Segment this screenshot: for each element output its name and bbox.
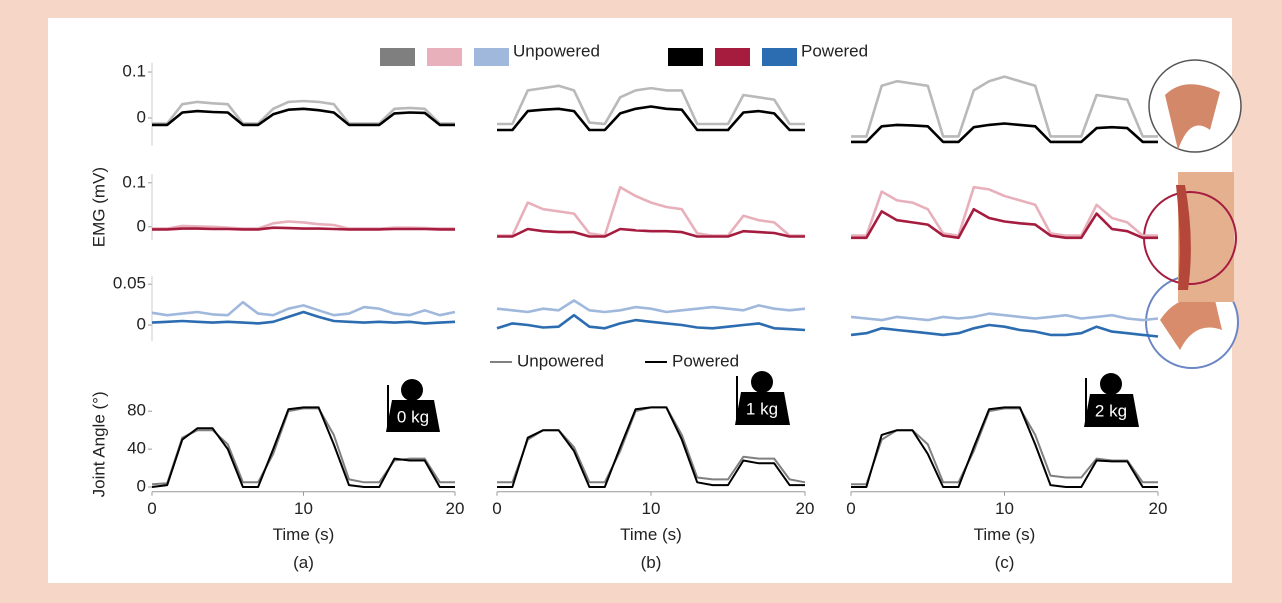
data-line <box>496 299 806 314</box>
panel-caption: (c) <box>995 553 1015 572</box>
data-line <box>851 207 1158 240</box>
anatomy-icons <box>1143 59 1242 369</box>
y-tick-label: 0.1 <box>122 61 146 80</box>
data-line <box>850 312 1159 322</box>
legend-label: Powered <box>801 41 868 60</box>
y-tick-label: 0 <box>137 216 146 235</box>
x-axis-title: Time (s) <box>620 525 682 544</box>
legend-swatch <box>427 48 462 66</box>
data-line <box>152 107 455 127</box>
weight-label: 2 kg <box>1095 401 1127 420</box>
x-tick-label: 20 <box>796 499 815 518</box>
y-axis-title: Joint Angle (°) <box>89 391 108 497</box>
y-tick-label: 0 <box>137 476 146 495</box>
y-tick-label: 40 <box>127 439 146 458</box>
data-line <box>851 406 1158 488</box>
legend-label: Unpowered <box>513 41 600 60</box>
weight-label: 1 kg <box>746 399 778 418</box>
x-axis-title: Time (s) <box>974 525 1036 544</box>
data-line <box>497 185 805 237</box>
panel-caption: (a) <box>293 553 314 572</box>
data-line <box>151 310 456 325</box>
data-line <box>851 185 1158 237</box>
x-tick-label: 0 <box>846 499 855 518</box>
data-line <box>151 300 456 317</box>
weight-icon <box>386 379 440 432</box>
data-line <box>497 227 805 238</box>
legend-swatch <box>474 48 509 66</box>
weights <box>386 371 1139 432</box>
figure-panel <box>48 18 1232 583</box>
data-line <box>152 226 455 231</box>
muscle-shape <box>1160 297 1222 350</box>
muscle-shape <box>1176 185 1191 290</box>
panel-caption: (b) <box>641 553 662 572</box>
x-tick-label: 20 <box>446 499 465 518</box>
y-tick-label: 0 <box>137 315 146 334</box>
data-line <box>497 406 805 488</box>
legend-swatch <box>762 48 797 66</box>
x-tick-label: 10 <box>294 499 313 518</box>
data-line <box>152 99 455 125</box>
legend-swatch <box>380 48 415 66</box>
data-line <box>851 122 1158 144</box>
legend-swatch <box>715 48 750 66</box>
weight-label: 0 kg <box>397 407 429 426</box>
weight-icon <box>735 371 790 425</box>
y-tick-label: 80 <box>127 401 146 420</box>
data-line <box>497 105 805 132</box>
data-line <box>496 313 806 332</box>
weight-icon <box>1084 373 1139 427</box>
y-axis-title: EMG (mV) <box>89 167 108 247</box>
x-tick-label: 0 <box>147 499 156 518</box>
legend-label: Powered <box>672 351 739 370</box>
x-tick-label: 10 <box>642 499 661 518</box>
data-line <box>151 406 455 488</box>
y-tick-label: 0.1 <box>122 172 146 191</box>
x-axis-title: Time (s) <box>273 525 335 544</box>
legend-swatch <box>668 48 703 66</box>
y-tick-label: 0 <box>137 107 146 126</box>
muscle-shape <box>1165 84 1220 150</box>
data-line <box>851 75 1158 138</box>
x-tick-label: 0 <box>492 499 501 518</box>
legend-label: Unpowered <box>517 351 604 370</box>
y-tick-label: 0.05 <box>113 274 146 293</box>
x-tick-label: 20 <box>1149 499 1168 518</box>
data-line <box>497 84 805 126</box>
x-tick-label: 10 <box>995 499 1014 518</box>
data-line <box>850 323 1159 338</box>
